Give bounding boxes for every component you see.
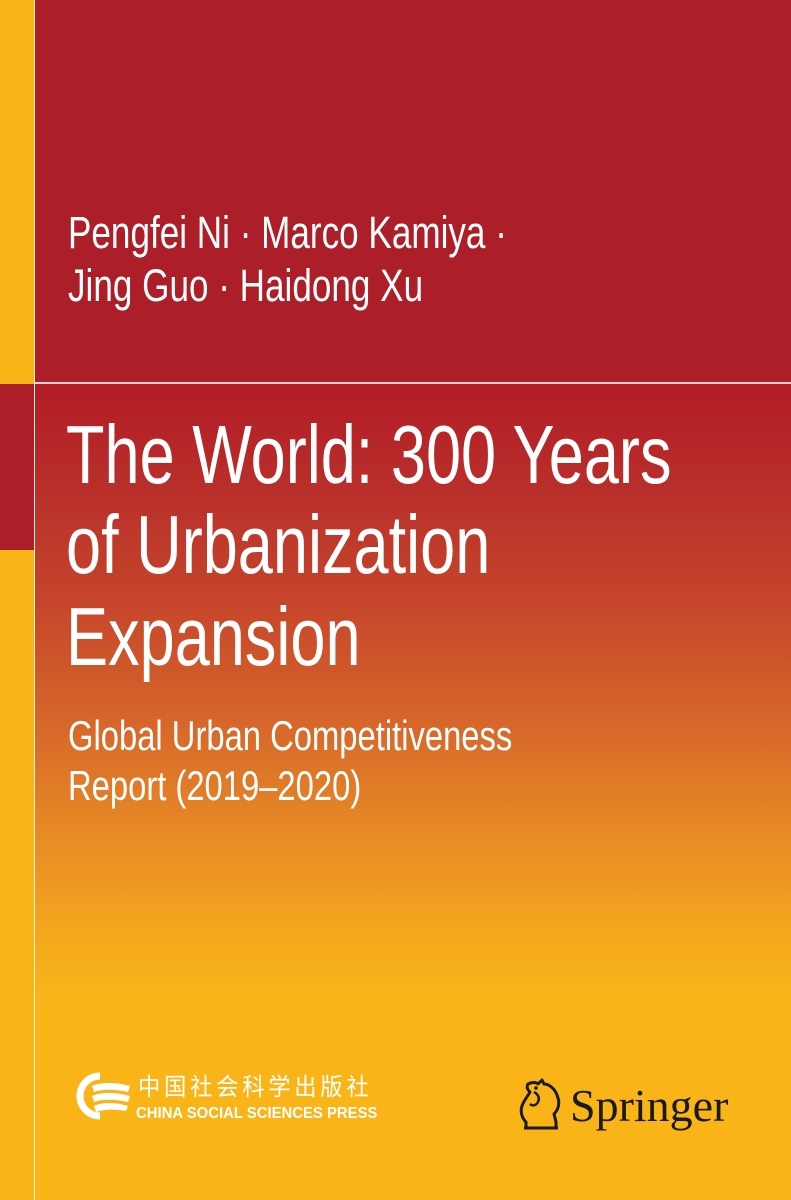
title-panel-gradient <box>35 384 791 996</box>
publisher-panel <box>35 996 791 1200</box>
book-title-line-2: of Urbanization <box>66 498 491 591</box>
cssp-chinese-name: 中国社会科学出版社 <box>138 1073 373 1101</box>
author-panel <box>35 0 791 382</box>
horizontal-divider <box>35 382 791 384</box>
subtitle-line-1: Global Urban Competitiveness <box>68 712 513 759</box>
authors-line-1: Pengfei Ni · Marco Kamiya · <box>68 207 507 258</box>
vertical-divider <box>34 0 35 1200</box>
book-title-line-1: The World: 300 Years <box>66 408 672 501</box>
left-yellow-strip <box>0 0 34 1200</box>
springer-wordmark: Springer <box>570 1080 729 1131</box>
authors-line-2: Jing Guo · Haidong Xu <box>68 260 424 311</box>
springer-horse-icon <box>519 1078 561 1130</box>
cssp-english-name: CHINA SOCIAL SCIENCES PRESS <box>136 1105 378 1122</box>
book-title-line-3: Expansion <box>66 590 361 683</box>
cssp-logo-icon <box>76 1072 130 1120</box>
left-red-accent-block <box>0 384 34 550</box>
subtitle-line-2: Report (2019–2020) <box>68 762 362 809</box>
